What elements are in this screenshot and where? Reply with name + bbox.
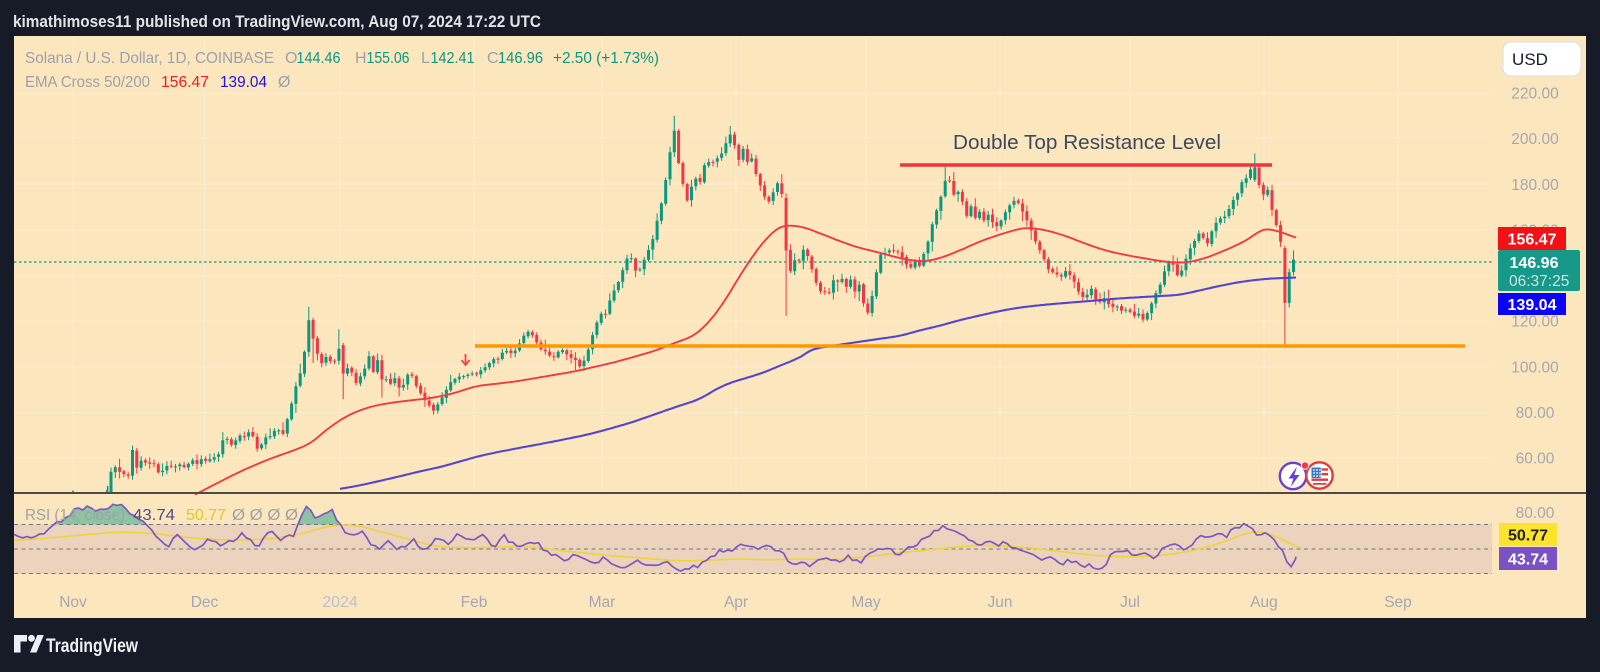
svg-text:Ø: Ø bbox=[278, 74, 290, 91]
svg-text:50.77: 50.77 bbox=[1508, 528, 1548, 545]
svg-text:06:37:25: 06:37:25 bbox=[1509, 273, 1569, 290]
svg-text:Double Top Resistance Level: Double Top Resistance Level bbox=[953, 132, 1221, 154]
svg-text:43.74: 43.74 bbox=[1508, 552, 1548, 569]
svg-text:139.04: 139.04 bbox=[1508, 297, 1557, 314]
svg-text:156.47: 156.47 bbox=[161, 74, 209, 91]
svg-text:Feb: Feb bbox=[461, 594, 488, 611]
svg-text:200.00: 200.00 bbox=[1511, 131, 1559, 148]
svg-text:May: May bbox=[851, 594, 881, 611]
svg-text:Nov: Nov bbox=[59, 594, 87, 611]
svg-text:Dec: Dec bbox=[191, 594, 219, 611]
svg-text:220.00: 220.00 bbox=[1511, 86, 1559, 103]
svg-text:2024: 2024 bbox=[322, 594, 358, 611]
svg-text:Mar: Mar bbox=[589, 594, 616, 611]
svg-text:Ø Ø Ø Ø: Ø Ø Ø Ø bbox=[232, 507, 298, 524]
svg-text:100.00: 100.00 bbox=[1511, 359, 1559, 376]
svg-text:+2.50 (+1.73%): +2.50 (+1.73%) bbox=[553, 50, 659, 67]
svg-text:80.00: 80.00 bbox=[1516, 505, 1555, 522]
svg-text:Jul: Jul bbox=[1120, 594, 1140, 611]
svg-text:146.96: 146.96 bbox=[498, 50, 543, 67]
svg-text:142.41: 142.41 bbox=[431, 50, 475, 67]
svg-text:80.00: 80.00 bbox=[1516, 405, 1555, 422]
svg-text:O: O bbox=[285, 50, 297, 67]
svg-text:Solana / U.S. Dollar, 1D, COIN: Solana / U.S. Dollar, 1D, COINBASE bbox=[25, 50, 274, 67]
svg-text:120.00: 120.00 bbox=[1511, 314, 1559, 331]
svg-text:C: C bbox=[487, 50, 499, 67]
svg-text:kimathimoses11 published on Tr: kimathimoses11 published on TradingView.… bbox=[13, 13, 541, 31]
svg-text:USD: USD bbox=[1512, 50, 1548, 69]
svg-text:Aug: Aug bbox=[1250, 594, 1278, 611]
svg-text:60.00: 60.00 bbox=[1516, 451, 1555, 468]
svg-text:RSI (14, close): RSI (14, close) bbox=[25, 507, 125, 524]
svg-text:139.04: 139.04 bbox=[220, 74, 267, 91]
svg-text:Jun: Jun bbox=[988, 594, 1013, 611]
svg-text:Apr: Apr bbox=[724, 594, 748, 611]
svg-text:H: H bbox=[355, 50, 367, 67]
svg-text:50.77: 50.77 bbox=[186, 507, 226, 524]
svg-text:146.96: 146.96 bbox=[1510, 255, 1559, 272]
svg-text:156.47: 156.47 bbox=[1508, 232, 1557, 249]
svg-text:180.00: 180.00 bbox=[1511, 177, 1559, 194]
svg-text:155.06: 155.06 bbox=[367, 50, 410, 67]
svg-text:L: L bbox=[421, 50, 430, 67]
svg-text:Sep: Sep bbox=[1384, 594, 1412, 611]
svg-text:EMA Cross 50/200: EMA Cross 50/200 bbox=[25, 74, 150, 91]
svg-text:43.74: 43.74 bbox=[133, 507, 175, 524]
svg-text:144.46: 144.46 bbox=[297, 50, 341, 67]
svg-text:TradingView: TradingView bbox=[46, 636, 138, 657]
